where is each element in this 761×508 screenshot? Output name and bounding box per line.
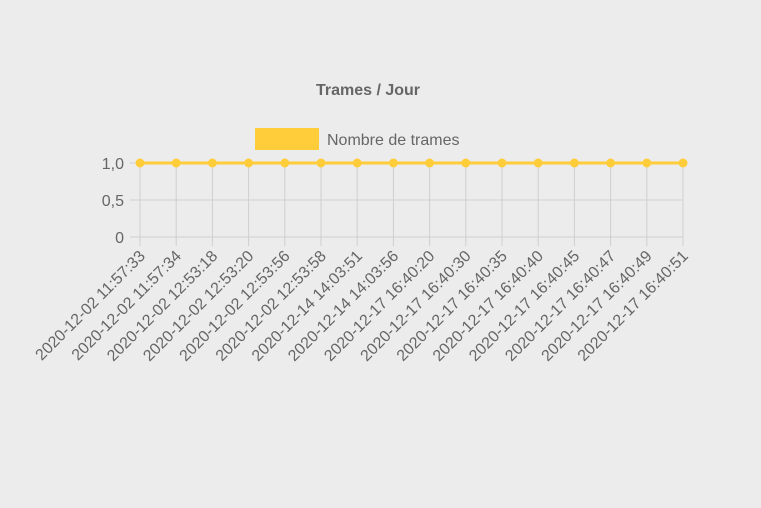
- data-point[interactable]: [462, 159, 470, 167]
- chart-title: Trames / Jour: [316, 82, 420, 99]
- legend-swatch: [255, 128, 319, 150]
- x-axis: 2020-12-02 11:57:332020-12-02 11:57:3420…: [33, 248, 692, 365]
- data-point[interactable]: [281, 159, 289, 167]
- data-point[interactable]: [136, 159, 144, 167]
- data-point[interactable]: [245, 159, 253, 167]
- data-point[interactable]: [317, 159, 325, 167]
- data-point[interactable]: [172, 159, 180, 167]
- data-point[interactable]: [353, 159, 361, 167]
- legend-label: Nombre de trames: [327, 132, 460, 149]
- data-point[interactable]: [389, 159, 397, 167]
- data-point[interactable]: [208, 159, 216, 167]
- series-nombre-de-trames: [136, 159, 687, 167]
- data-point[interactable]: [534, 159, 542, 167]
- data-point[interactable]: [679, 159, 687, 167]
- data-point[interactable]: [426, 159, 434, 167]
- legend[interactable]: Nombre de trames: [255, 128, 460, 150]
- data-point[interactable]: [498, 159, 506, 167]
- y-tick-label: 1,0: [102, 156, 124, 173]
- y-tick-label: 0: [115, 230, 124, 247]
- data-point[interactable]: [607, 159, 615, 167]
- grid: [130, 163, 683, 246]
- y-tick-label: 0,5: [102, 193, 124, 210]
- y-axis: 0 0,5 1,0: [102, 156, 124, 247]
- data-point[interactable]: [643, 159, 651, 167]
- data-point[interactable]: [570, 159, 578, 167]
